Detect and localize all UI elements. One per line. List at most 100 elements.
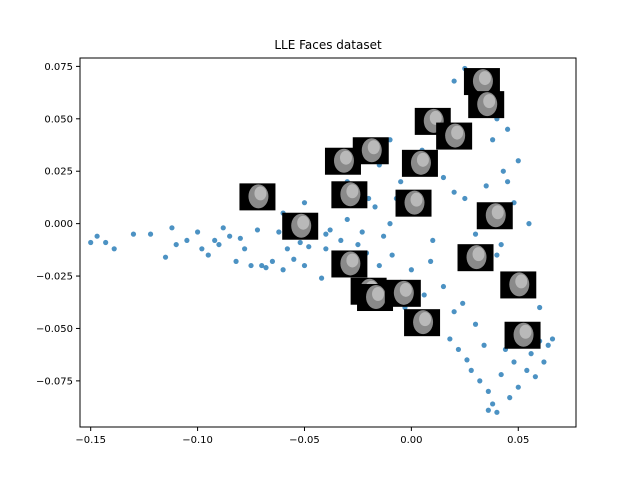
- face-thumbnail: [463, 68, 500, 96]
- scatter-point: [212, 237, 218, 244]
- scatter-point: [220, 225, 226, 231]
- scatter-point: [173, 241, 179, 248]
- scatter-point: [216, 241, 222, 248]
- face-thumbnail: [395, 189, 432, 217]
- scatter-point: [515, 384, 521, 390]
- scatter-point: [490, 137, 496, 143]
- face-thumbnail: [401, 149, 438, 177]
- x-tick-label: −0.10: [182, 435, 213, 446]
- scatter-point: [528, 351, 534, 357]
- scatter-point: [408, 267, 414, 273]
- scatter-point: [455, 346, 462, 353]
- scatter-point: [380, 233, 387, 239]
- scatter-point: [451, 189, 457, 195]
- scatter-point: [327, 227, 333, 233]
- scatter-point: [276, 229, 282, 235]
- scatter-point: [284, 246, 290, 252]
- scatter-point: [103, 239, 109, 246]
- scatter-point: [242, 246, 248, 252]
- scatter-point: [372, 204, 378, 210]
- scatter-point: [318, 275, 325, 281]
- scatter-point: [451, 309, 457, 315]
- scatter-point: [389, 252, 395, 258]
- scatter-point: [504, 126, 511, 132]
- scatter-point: [507, 395, 513, 401]
- scatter-point: [301, 200, 308, 206]
- scatter-point: [280, 267, 286, 273]
- scatter-point: [477, 378, 483, 384]
- scatter-point: [169, 225, 175, 231]
- scatter-point: [184, 237, 190, 244]
- scatter-point: [421, 292, 427, 298]
- scatter-point: [504, 179, 511, 185]
- scatter-point: [440, 283, 447, 290]
- y-axis: −0.075 −0.050 −0.025 0.000 0.025 0.050 0.075: [36, 62, 80, 387]
- scatter-point: [147, 231, 154, 237]
- scatter-point: [355, 241, 361, 248]
- face-thumbnail: [331, 250, 368, 278]
- scatter-point: [194, 229, 201, 235]
- scatter-point: [233, 258, 239, 264]
- scatter-point: [199, 246, 205, 252]
- y-tick-label: 0.025: [44, 167, 73, 178]
- scatter-point: [500, 168, 506, 174]
- x-tick-label: 0.05: [507, 435, 529, 446]
- scatter-point: [472, 231, 479, 237]
- scatter-point: [227, 233, 233, 239]
- scatter-point: [468, 367, 474, 373]
- face-thumbnail: [504, 321, 541, 349]
- scatter-point: [248, 262, 254, 269]
- plot-frame: [79, 57, 577, 428]
- face-thumbnail: [282, 212, 319, 240]
- scatter-point: [306, 244, 312, 250]
- scatter-point: [88, 239, 94, 246]
- scatter-point: [526, 221, 532, 227]
- scatter-point: [263, 265, 269, 271]
- scatter-point: [549, 336, 556, 342]
- scatter-point: [462, 195, 468, 202]
- y-tick-label: 0.050: [44, 114, 73, 125]
- scatter-point: [451, 78, 457, 84]
- x-tick-label: −0.05: [289, 435, 320, 446]
- y-tick-label: 0.075: [44, 62, 73, 73]
- scatter-point: [428, 258, 434, 264]
- scatter-point: [111, 246, 117, 252]
- y-tick-label: −0.075: [36, 376, 73, 387]
- chart-title: LLE Faces dataset: [274, 38, 382, 52]
- x-tick-label: −0.15: [75, 435, 106, 446]
- scatter-point: [323, 231, 329, 237]
- scatter-point: [398, 179, 404, 185]
- scatter-point: [297, 239, 303, 246]
- face-thumbnail: [331, 181, 368, 209]
- face-thumbnail: [500, 271, 537, 299]
- scatter-point: [447, 336, 453, 342]
- scatter-point: [532, 374, 538, 380]
- scatter-point: [237, 235, 243, 241]
- face-thumbnail: [384, 279, 421, 307]
- scatter-point: [259, 262, 265, 269]
- scatter-point: [490, 401, 496, 407]
- scatter-point: [440, 174, 447, 181]
- scatter-point: [94, 233, 100, 239]
- scatter-point: [254, 227, 261, 233]
- scatter-point: [162, 254, 169, 260]
- scatter-point: [481, 342, 487, 348]
- scatter-point: [537, 304, 543, 311]
- face-thumbnail: [457, 244, 494, 272]
- scatter-point: [291, 256, 297, 262]
- x-tick-label: 0.00: [400, 435, 422, 446]
- scatter-point: [498, 371, 504, 378]
- scatter-point: [130, 231, 137, 237]
- scatter-point: [498, 241, 504, 248]
- scatter-point: [376, 262, 382, 269]
- y-tick-label: 0.000: [44, 219, 73, 230]
- scatter-point: [494, 252, 500, 258]
- face-thumbnail: [476, 202, 513, 230]
- face-thumbnail: [239, 183, 276, 211]
- scatter-point: [483, 183, 489, 189]
- scatter-point: [511, 359, 517, 365]
- scatter-point: [205, 252, 211, 258]
- face-thumbnail: [436, 122, 473, 150]
- scatter-point: [344, 216, 350, 223]
